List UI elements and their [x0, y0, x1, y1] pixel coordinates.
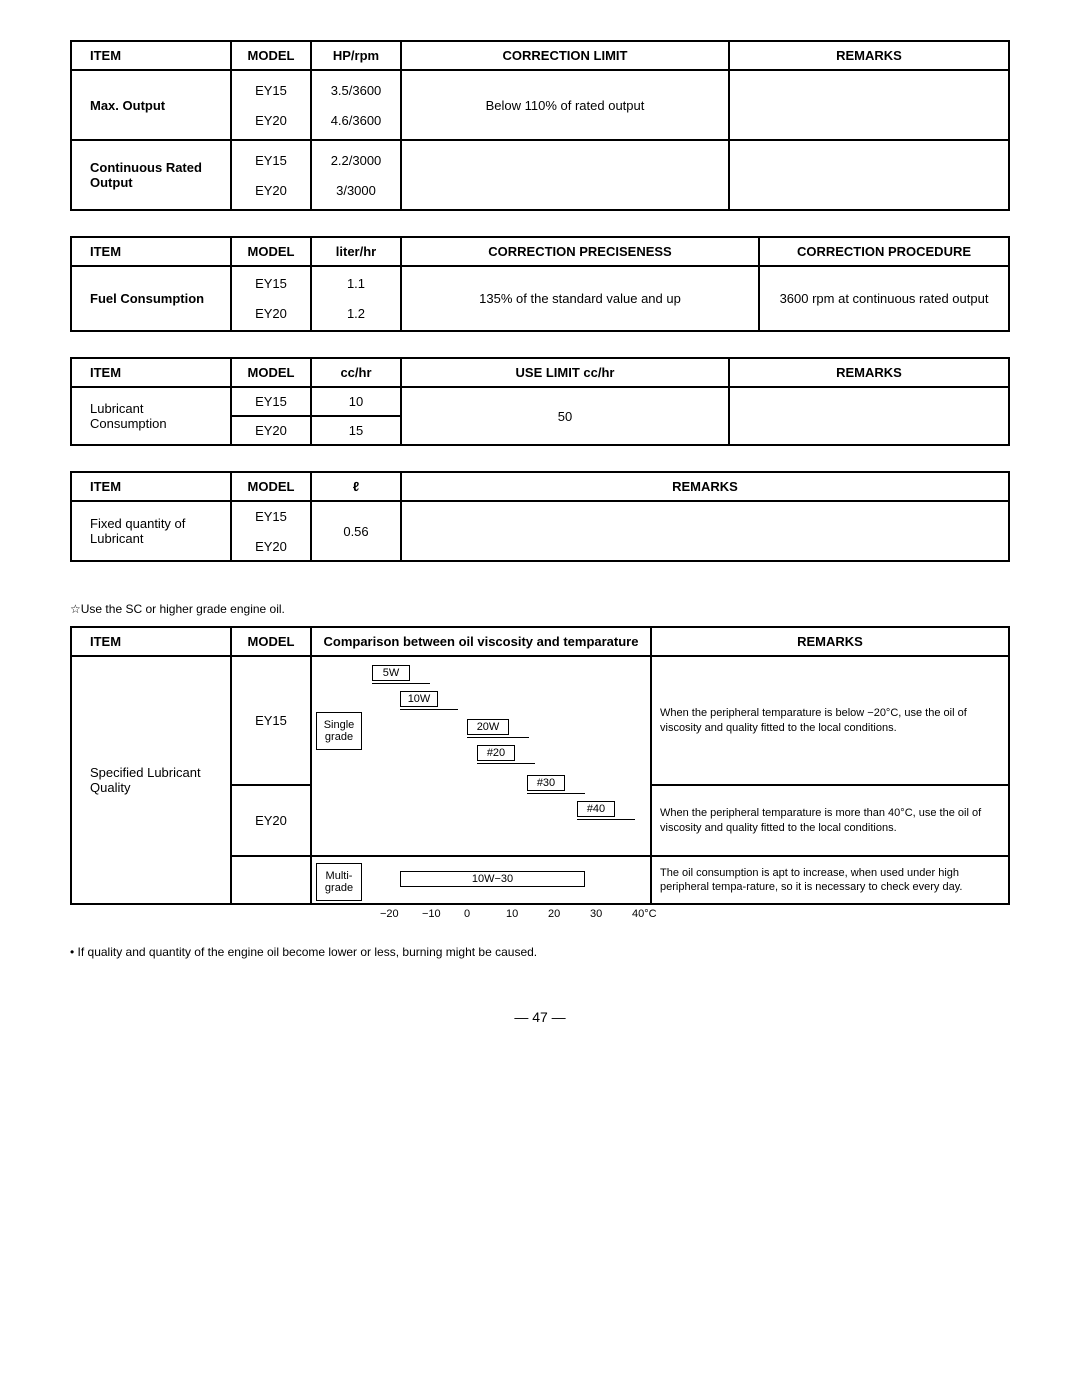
t1-corr-1 — [401, 140, 729, 210]
t2-prec: 135% of the standard value and up — [401, 266, 759, 331]
t3-h-rem: REMARKS — [729, 358, 1009, 387]
t5-empty-model — [231, 856, 311, 904]
page-number: — 47 — — [70, 1009, 1010, 1025]
footnote: • If quality and quantity of the engine … — [70, 945, 1010, 959]
t3-h-limit: USE LIMIT cc/hr — [401, 358, 729, 387]
t5-h-model: MODEL — [231, 627, 311, 656]
t5-model-1: EY20 — [231, 785, 311, 856]
t5-h-rem: REMARKS — [651, 627, 1009, 656]
t5-single-chart: Single grade 5W 10W 20W #20 #30 #40 — [311, 656, 651, 856]
t1-models-1: EY15EY20 — [231, 140, 311, 210]
t3-h-model: MODEL — [231, 358, 311, 387]
viscosity-bar: 5W — [372, 665, 410, 681]
t2-vals: 1.11.2 — [311, 266, 401, 331]
t4-rem — [401, 501, 1009, 561]
t1-rem-1 — [729, 140, 1009, 210]
lubricant-quality-table: ITEM MODEL Comparison between oil viscos… — [70, 626, 1010, 905]
t1-h-hprpm: HP/rpm — [311, 41, 401, 70]
t1-models-0: EY15EY20 — [231, 70, 311, 140]
fixed-lubricant-table: ITEM MODEL ℓ REMARKS Fixed quantity of L… — [70, 471, 1010, 562]
axis-tick: 0 — [464, 908, 470, 920]
t3-item: Lubricant Consumption — [71, 387, 231, 445]
viscosity-bar: #30 — [527, 775, 565, 791]
t3-rem — [729, 387, 1009, 445]
t1-vals-0: 3.5/36004.6/3600 — [311, 70, 401, 140]
output-table: ITEM MODEL HP/rpm CORRECTION LIMIT REMAR… — [70, 40, 1010, 211]
lubricant-consumption-table: ITEM MODEL cc/hr USE LIMIT cc/hr REMARKS… — [70, 357, 1010, 446]
axis-tick: −10 — [422, 908, 441, 920]
t3-model-1: EY20 — [231, 416, 311, 445]
t2-h-lhr: liter/hr — [311, 237, 401, 266]
t3-h-cchr: cc/hr — [311, 358, 401, 387]
t4-h-model: MODEL — [231, 472, 311, 501]
axis-tick: −20 — [380, 908, 399, 920]
t4-h-l: ℓ — [311, 472, 401, 501]
viscosity-bar: 10W — [400, 691, 438, 707]
t5-rem-0: When the peripheral temparature is below… — [651, 656, 1009, 785]
t2-h-proc: CORRECTION PROCEDURE — [759, 237, 1009, 266]
t1-rem-0 — [729, 70, 1009, 140]
t1-h-corr: CORRECTION LIMIT — [401, 41, 729, 70]
t5-rem-2: The oil consumption is apt to increase, … — [651, 856, 1009, 904]
fuel-table: ITEM MODEL liter/hr CORRECTION PRECISENE… — [70, 236, 1010, 332]
t1-vals-1: 2.2/30003/3000 — [311, 140, 401, 210]
oil-grade-note: ☆Use the SC or higher grade engine oil. — [70, 602, 1010, 616]
t4-val: 0.56 — [311, 501, 401, 561]
t4-h-item: ITEM — [71, 472, 231, 501]
t1-h-item: ITEM — [71, 41, 231, 70]
viscosity-bar: #40 — [577, 801, 615, 817]
t3-val-1: 15 — [311, 416, 401, 445]
t5-model-0: EY15 — [231, 656, 311, 785]
t1-corr-0: Below 110% of rated output — [401, 70, 729, 140]
axis-tick: 20 — [548, 908, 560, 920]
t5-item: Specified Lubricant Quality — [71, 656, 231, 904]
multi-grade-label: Multi-grade — [316, 863, 362, 901]
t1-item-0: Max. Output — [71, 70, 231, 140]
t2-h-prec: CORRECTION PRECISENESS — [401, 237, 759, 266]
t3-limit: 50 — [401, 387, 729, 445]
t2-h-model: MODEL — [231, 237, 311, 266]
t5-multi-chart: Multi-grade 10W−30 — [311, 856, 651, 904]
t2-item: Fuel Consumption — [71, 266, 231, 331]
axis-tick: 10 — [506, 908, 518, 920]
t2-h-item: ITEM — [71, 237, 231, 266]
t4-models: EY15EY20 — [231, 501, 311, 561]
single-grade-label: Single grade — [316, 712, 362, 750]
viscosity-bar-multi: 10W−30 — [400, 871, 585, 887]
t1-h-model: MODEL — [231, 41, 311, 70]
axis-tick: 30 — [590, 908, 602, 920]
viscosity-bar: #20 — [477, 745, 515, 761]
axis-tick: 40°C — [632, 908, 657, 920]
t5-h-item: ITEM — [71, 627, 231, 656]
t2-models: EY15EY20 — [231, 266, 311, 331]
t3-val-0: 10 — [311, 387, 401, 416]
t4-item: Fixed quantity of Lubricant — [71, 501, 231, 561]
t2-proc: 3600 rpm at continuous rated output — [759, 266, 1009, 331]
t5-h-comp: Comparison between oil viscosity and tem… — [311, 627, 651, 656]
t5-rem-1: When the peripheral temparature is more … — [651, 785, 1009, 856]
viscosity-bar: 20W — [467, 719, 509, 735]
t1-h-rem: REMARKS — [729, 41, 1009, 70]
t3-model-0: EY15 — [231, 387, 311, 416]
t4-h-rem: REMARKS — [401, 472, 1009, 501]
t3-h-item: ITEM — [71, 358, 231, 387]
t1-item-1: Continuous Rated Output — [71, 140, 231, 210]
